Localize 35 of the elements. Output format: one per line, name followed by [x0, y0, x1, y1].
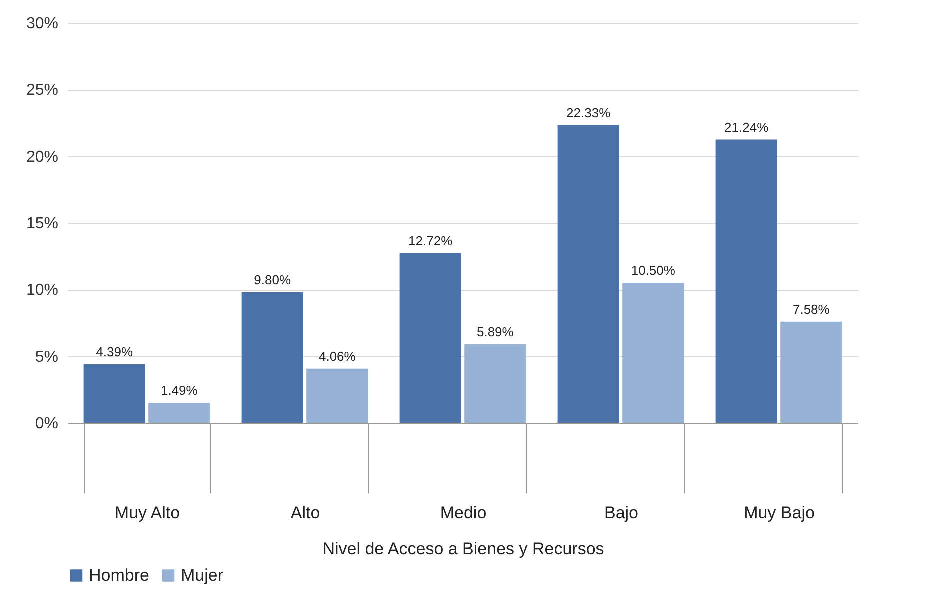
- bar: [148, 403, 210, 423]
- bar: [780, 322, 842, 423]
- data-label: 22.33%: [566, 105, 612, 120]
- bar: [306, 368, 368, 423]
- x-tick-label: Alto: [290, 504, 320, 522]
- y-tick-label: 0%: [35, 416, 58, 432]
- y-tick-label: 15%: [26, 216, 58, 232]
- y-tick-label: 5%: [35, 348, 58, 366]
- x-tick-label: Medio: [440, 504, 487, 522]
- y-tick-label: 10%: [26, 282, 58, 300]
- x-tick-label: Muy Bajo: [744, 504, 815, 522]
- x-tick-label: Bajo: [604, 504, 639, 522]
- data-label: 10.50%: [631, 263, 676, 278]
- y-tick-label: 30%: [26, 16, 58, 32]
- data-label: 4.39%: [96, 344, 134, 360]
- data-label: 5.89%: [476, 324, 514, 340]
- y-tick-label: 25%: [26, 82, 58, 100]
- data-label: 9.80%: [254, 272, 292, 288]
- bar: [622, 283, 684, 423]
- x-tick-label: Muy Alto: [114, 504, 180, 522]
- data-label: 4.06%: [318, 348, 356, 364]
- data-label: 1.49%: [160, 383, 198, 398]
- bar: [242, 292, 304, 423]
- bar: [558, 125, 620, 423]
- data-label: 12.72%: [408, 233, 454, 248]
- data-label: 7.58%: [792, 302, 830, 317]
- legend-label: Hombre: [89, 566, 150, 585]
- bar: [84, 364, 146, 423]
- data-label: 21.24%: [724, 120, 770, 135]
- x-axis-title: Nivel de Acceso a Bienes y Recursos: [322, 540, 604, 558]
- y-tick-label: 20%: [26, 148, 58, 166]
- legend-label: Mujer: [181, 566, 224, 585]
- bar: [716, 140, 778, 423]
- bar: [464, 344, 526, 423]
- bar: [400, 253, 462, 423]
